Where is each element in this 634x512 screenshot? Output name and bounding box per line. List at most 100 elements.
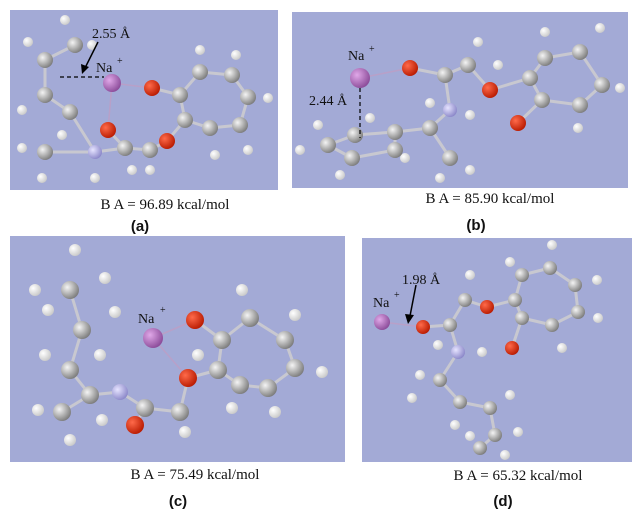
hydrogen-atom: [313, 120, 323, 130]
carbon-atom: [320, 137, 336, 153]
carbon-atom: [534, 92, 550, 108]
hydrogen-atom: [493, 60, 503, 70]
hydrogen-atom: [465, 270, 475, 280]
panel-c: Na + B A = 75.49 kcal/mol (c): [10, 236, 345, 510]
distance-label: 1.98 Å: [402, 272, 441, 288]
carbon-atom: [515, 268, 529, 282]
oxygen-atom: [186, 311, 204, 329]
hydrogen-atom: [109, 306, 121, 318]
carbon-atom: [443, 318, 457, 332]
hydrogen-atom: [465, 431, 475, 441]
hydrogen-atom: [69, 244, 81, 256]
hydrogen-atom: [465, 110, 475, 120]
hydrogen-atom: [316, 366, 328, 378]
hydrogen-atom: [425, 98, 435, 108]
carbon-atom: [545, 318, 559, 332]
carbon-atom: [240, 89, 256, 105]
distance-label: 2.55 Å: [92, 26, 131, 42]
carbon-atom: [136, 399, 154, 417]
hydrogen-atom: [17, 105, 27, 115]
carbon-atom: [73, 321, 91, 339]
hydrogen-atom: [263, 93, 273, 103]
carbon-atom: [568, 278, 582, 292]
carbon-atom: [37, 87, 53, 103]
hydrogen-atom: [32, 404, 44, 416]
panel-a: 2.55 Å Na + B A = 96.89 kcal/mol (a): [10, 10, 278, 235]
caption: B A = 75.49 kcal/mol: [131, 467, 260, 483]
carbon-atom: [572, 44, 588, 60]
sodium-ion: [374, 314, 390, 330]
hydrogen-atom: [99, 272, 111, 284]
carbon-atom: [442, 150, 458, 166]
ion-charge: +: [394, 290, 400, 301]
carbon-atom: [61, 281, 79, 299]
carbon-atom: [241, 309, 259, 327]
carbon-atom: [232, 117, 248, 133]
hydrogen-atom: [179, 426, 191, 438]
carbon-atom: [453, 395, 467, 409]
hydrogen-atom: [127, 165, 137, 175]
carbon-atom: [53, 403, 71, 421]
hydrogen-atom: [231, 50, 241, 60]
oxygen-atom: [402, 60, 418, 76]
nitrogen-atom: [88, 145, 102, 159]
carbon-atom: [387, 124, 403, 140]
ion-charge: +: [369, 44, 375, 55]
carbon-atom: [387, 142, 403, 158]
carbon-atom: [171, 403, 189, 421]
hydrogen-atom: [573, 123, 583, 133]
carbon-atom: [594, 77, 610, 93]
hydrogen-atom: [433, 340, 443, 350]
hydrogen-atom: [42, 304, 54, 316]
hydrogen-atom: [335, 170, 345, 180]
carbon-atom: [202, 120, 218, 136]
figure: 2.55 Å Na + B A = 96.89 kcal/mol (a) 2.4…: [0, 0, 634, 512]
hydrogen-atom: [37, 173, 47, 183]
carbon-atom: [571, 305, 585, 319]
hydrogen-atom: [465, 165, 475, 175]
carbon-atom: [543, 261, 557, 275]
oxygen-atom: [416, 320, 430, 334]
hydrogen-atom: [595, 23, 605, 33]
hydrogen-atom: [415, 370, 425, 380]
carbon-atom: [192, 64, 208, 80]
hydrogen-atom: [365, 113, 375, 123]
carbon-atom: [37, 144, 53, 160]
hydrogen-atom: [289, 309, 301, 321]
sodium-ion: [350, 68, 370, 88]
oxygen-atom: [510, 115, 526, 131]
hydrogen-atom: [435, 173, 445, 183]
hydrogen-atom: [57, 130, 67, 140]
hydrogen-atom: [96, 414, 108, 426]
carbon-atom: [572, 97, 588, 113]
carbon-atom: [286, 359, 304, 377]
carbon-atom: [437, 67, 453, 83]
panel-label: (a): [131, 218, 149, 235]
hydrogen-atom: [540, 27, 550, 37]
hydrogen-atom: [195, 45, 205, 55]
oxygen-atom: [480, 300, 494, 314]
oxygen-atom: [126, 416, 144, 434]
hydrogen-atom: [450, 420, 460, 430]
carbon-atom: [62, 104, 78, 120]
carbon-atom: [458, 293, 472, 307]
carbon-atom: [231, 376, 249, 394]
hydrogen-atom: [236, 284, 248, 296]
carbon-atom: [522, 70, 538, 86]
panel-label: (d): [493, 493, 512, 510]
carbon-atom: [422, 120, 438, 136]
sodium-ion: [143, 328, 163, 348]
panel-b: 2.44 Å Na + B A = 85.90 kcal/mol (b): [292, 12, 628, 234]
panel-background: [10, 236, 345, 462]
nitrogen-atom: [443, 103, 457, 117]
hydrogen-atom: [477, 347, 487, 357]
carbon-atom: [537, 50, 553, 66]
hydrogen-atom: [557, 343, 567, 353]
carbon-atom: [117, 140, 133, 156]
carbon-atom: [67, 37, 83, 53]
hydrogen-atom: [90, 173, 100, 183]
carbon-atom: [460, 57, 476, 73]
hydrogen-atom: [17, 143, 27, 153]
oxygen-atom: [144, 80, 160, 96]
carbon-atom: [142, 142, 158, 158]
